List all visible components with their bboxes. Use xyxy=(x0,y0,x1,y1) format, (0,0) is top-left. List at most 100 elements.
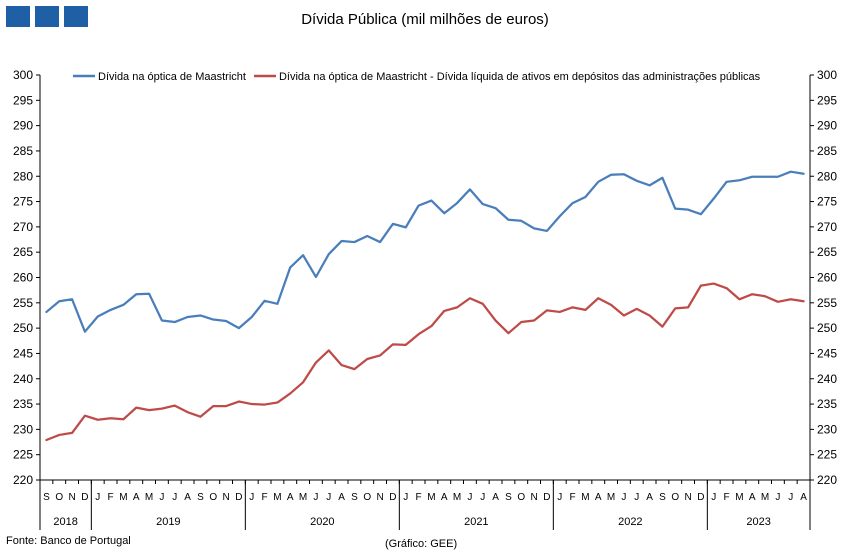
y-tick-label-right: 265 xyxy=(817,245,837,259)
month-label: D xyxy=(389,492,396,503)
y-tick-label-right: 250 xyxy=(817,321,837,335)
month-label: J xyxy=(775,492,780,503)
month-label: J xyxy=(172,492,177,503)
month-label: D xyxy=(235,492,242,503)
y-tick-label-right: 300 xyxy=(817,68,837,82)
month-label: M xyxy=(453,492,461,503)
month-label: M xyxy=(735,492,743,503)
y-tick-label-right: 225 xyxy=(817,448,837,462)
y-tick-label-left: 290 xyxy=(13,119,33,133)
month-label: S xyxy=(43,492,50,503)
month-label: J xyxy=(788,492,793,503)
month-label: F xyxy=(108,492,114,503)
month-label: F xyxy=(724,492,730,503)
month-label: S xyxy=(197,492,204,503)
month-label: N xyxy=(68,492,75,503)
series-line-2 xyxy=(45,282,805,442)
y-tick-label-left: 295 xyxy=(13,93,33,107)
legend-label-1: Dívida na óptica de Maastricht xyxy=(98,71,246,83)
month-label: A xyxy=(338,492,345,503)
chart-title: Dívida Pública (mil milhões de euros) xyxy=(301,11,549,28)
logo-square xyxy=(64,6,88,27)
y-tick-label-left: 285 xyxy=(13,144,33,158)
month-label: A xyxy=(441,492,448,503)
month-label: J xyxy=(480,492,485,503)
month-label: O xyxy=(517,492,525,503)
month-label: N xyxy=(684,492,691,503)
logo xyxy=(6,6,88,27)
month-label: S xyxy=(659,492,666,503)
month-label: A xyxy=(492,492,499,503)
month-label: A xyxy=(749,492,756,503)
month-label: F xyxy=(262,492,268,503)
y-tick-label-left: 260 xyxy=(13,271,33,285)
month-label: J xyxy=(467,492,472,503)
chart-credit: (Gráfico: GEE) xyxy=(385,538,458,550)
month-label: A xyxy=(595,492,602,503)
month-label: N xyxy=(530,492,537,503)
y-tick-label-right: 260 xyxy=(817,271,837,285)
month-label: J xyxy=(711,492,716,503)
month-label: A xyxy=(646,492,653,503)
y-tick-label-left: 270 xyxy=(13,220,33,234)
month-label: J xyxy=(313,492,318,503)
year-label: 2022 xyxy=(618,516,642,528)
month-label: J xyxy=(557,492,562,503)
month-label: A xyxy=(287,492,294,503)
month-label: J xyxy=(403,492,408,503)
y-tick-label-left: 230 xyxy=(13,422,33,436)
y-tick-label-right: 280 xyxy=(817,169,837,183)
month-label: F xyxy=(416,492,422,503)
month-label: M xyxy=(273,492,281,503)
legend-label-2: Dívida na óptica de Maastricht - Dívida … xyxy=(279,71,761,83)
month-label: A xyxy=(133,492,140,503)
month-label: J xyxy=(159,492,164,503)
month-label: M xyxy=(119,492,127,503)
month-label: J xyxy=(326,492,331,503)
month-label: F xyxy=(570,492,576,503)
y-tick-label-right: 295 xyxy=(817,93,837,107)
series-line-1 xyxy=(45,170,805,333)
month-label: M xyxy=(299,492,307,503)
y-tick-label-right: 230 xyxy=(817,422,837,436)
month-label: O xyxy=(55,492,63,503)
y-tick-label-left: 275 xyxy=(13,195,33,209)
year-label: 2021 xyxy=(464,516,488,528)
y-tick-label-right: 240 xyxy=(817,372,837,386)
y-tick-label-left: 300 xyxy=(13,68,33,82)
y-tick-label-left: 235 xyxy=(13,397,33,411)
y-tick-label-left: 225 xyxy=(13,448,33,462)
y-tick-label-left: 240 xyxy=(13,372,33,386)
y-tick-label-right: 275 xyxy=(817,195,837,209)
y-tick-label-right: 270 xyxy=(817,220,837,234)
month-label: D xyxy=(543,492,550,503)
year-label: 2023 xyxy=(746,516,770,528)
y-tick-label-left: 280 xyxy=(13,169,33,183)
year-label: 2019 xyxy=(156,516,180,528)
month-label: N xyxy=(376,492,383,503)
source-note: Fonte: Banco de Portugal xyxy=(6,535,131,547)
y-tick-label-right: 245 xyxy=(817,346,837,360)
y-tick-label-left: 220 xyxy=(13,473,33,487)
month-label: M xyxy=(761,492,769,503)
month-label: M xyxy=(145,492,153,503)
month-label: O xyxy=(209,492,217,503)
month-label: D xyxy=(697,492,704,503)
month-label: J xyxy=(621,492,626,503)
month-label: M xyxy=(607,492,615,503)
y-tick-label-right: 255 xyxy=(817,296,837,310)
y-tick-label-left: 250 xyxy=(13,321,33,335)
y-tick-label-right: 235 xyxy=(817,397,837,411)
y-tick-label-left: 265 xyxy=(13,245,33,259)
month-label: M xyxy=(427,492,435,503)
month-label: J xyxy=(249,492,254,503)
month-label: M xyxy=(581,492,589,503)
month-label: S xyxy=(351,492,358,503)
logo-square xyxy=(6,6,30,27)
y-tick-label-left: 245 xyxy=(13,346,33,360)
year-label: 2020 xyxy=(310,516,334,528)
y-tick-label-left: 255 xyxy=(13,296,33,310)
y-tick-label-right: 290 xyxy=(817,119,837,133)
year-label: 2018 xyxy=(53,516,77,528)
month-label: S xyxy=(505,492,512,503)
